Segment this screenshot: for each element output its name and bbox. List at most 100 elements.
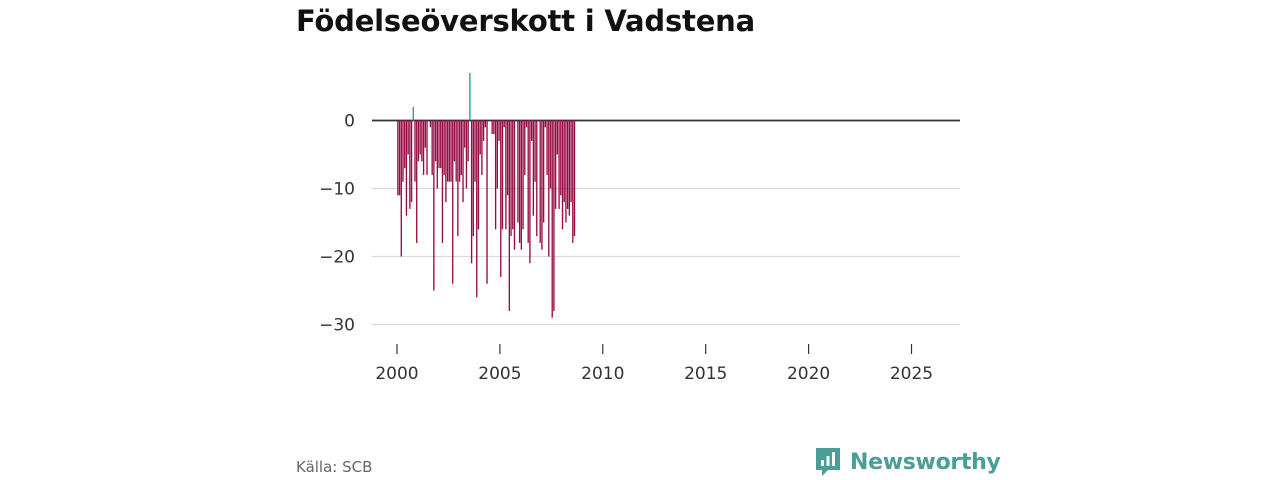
bar	[549, 120, 552, 189]
bar	[445, 120, 447, 203]
bar	[477, 120, 480, 230]
bar	[416, 120, 418, 243]
bar	[558, 120, 560, 209]
bar	[566, 120, 569, 209]
bar	[493, 120, 495, 135]
bar	[431, 120, 433, 175]
bar	[472, 120, 474, 237]
bar	[440, 120, 442, 169]
bar	[450, 120, 452, 182]
bar	[421, 120, 423, 162]
bar	[560, 120, 562, 196]
bar	[404, 120, 406, 169]
bar	[554, 120, 557, 209]
bar	[474, 120, 476, 182]
bar	[412, 106, 414, 121]
bar	[524, 120, 526, 175]
newsworthy-brand[interactable]: Newsworthy	[814, 446, 1001, 478]
bar	[417, 120, 420, 162]
chart-title: Födelseöverskott i Vadstena	[296, 4, 755, 38]
bar	[441, 120, 444, 243]
bar	[518, 120, 521, 243]
bar	[512, 120, 514, 230]
bar	[436, 120, 438, 189]
bar	[503, 120, 505, 128]
bar	[563, 120, 565, 203]
bar	[434, 120, 437, 162]
bar	[565, 120, 567, 223]
bar	[505, 120, 507, 230]
source-note: Källa: SCB	[296, 458, 373, 476]
bar	[561, 120, 564, 230]
bar	[479, 120, 481, 155]
bar	[443, 120, 445, 175]
bar	[534, 120, 536, 182]
bar	[476, 120, 478, 298]
x-tick-label: 2005	[478, 364, 521, 384]
bar	[542, 120, 545, 223]
bar	[498, 120, 500, 141]
bar	[458, 120, 461, 182]
bar	[556, 120, 559, 155]
bar	[400, 120, 402, 257]
bar	[553, 120, 555, 311]
x-tick-label: 2000	[375, 364, 418, 384]
x-axis-ticks: 2000 2005 2010 2015 2020 2025	[375, 344, 933, 384]
y-tick-label: −20	[319, 248, 355, 268]
bar	[460, 120, 462, 175]
bar	[484, 120, 486, 128]
bar	[407, 120, 409, 155]
bar	[491, 120, 493, 135]
bar	[541, 120, 543, 250]
bar	[501, 120, 504, 230]
bar	[525, 120, 528, 128]
bar	[568, 120, 571, 216]
bar	[496, 120, 498, 189]
y-axis-ticks: 0 −10 −20 −30	[319, 112, 355, 336]
bar	[410, 120, 413, 203]
bar	[405, 120, 408, 216]
bar	[522, 120, 524, 230]
y-tick-label: −10	[319, 180, 355, 200]
bar	[469, 72, 471, 121]
bar	[544, 120, 547, 128]
y-tick-label: 0	[344, 112, 355, 132]
bar	[570, 120, 572, 203]
bar	[536, 120, 538, 237]
bar	[409, 120, 411, 209]
bar	[426, 120, 428, 175]
bar	[465, 120, 468, 189]
bar	[527, 120, 529, 243]
bar	[530, 120, 533, 141]
bar	[453, 120, 456, 162]
bar	[517, 120, 519, 223]
bar	[520, 120, 523, 250]
x-tick-label: 2010	[581, 364, 624, 384]
bar	[551, 120, 553, 318]
x-tick-label: 2025	[890, 364, 933, 384]
bar	[470, 120, 473, 264]
bar	[506, 120, 509, 196]
bar	[513, 120, 516, 250]
bar	[486, 120, 488, 284]
bar	[464, 120, 466, 148]
bar	[482, 120, 485, 141]
bar	[424, 120, 426, 148]
bar	[402, 120, 404, 182]
bar	[419, 120, 421, 155]
bar	[438, 120, 440, 169]
bar	[548, 120, 550, 257]
bar	[529, 120, 531, 264]
bars	[397, 72, 576, 318]
bar	[481, 120, 483, 175]
bar	[446, 120, 449, 182]
bar	[433, 120, 435, 291]
bar	[508, 120, 510, 311]
bar	[462, 120, 464, 203]
y-tick-label: −30	[319, 316, 355, 336]
bar	[422, 120, 425, 175]
bar	[500, 120, 502, 277]
bar	[532, 120, 535, 216]
bar	[397, 120, 399, 196]
